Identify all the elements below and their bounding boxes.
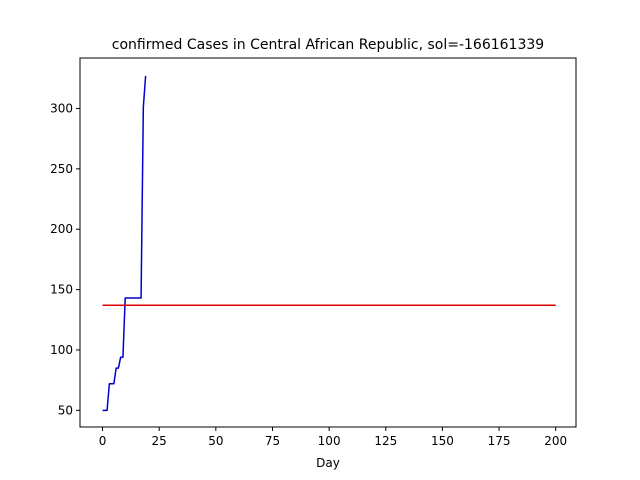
x-tick-label: 100 [318,434,341,448]
series-line-1 [102,75,147,412]
y-tick-label: 300 [50,101,73,115]
y-tick-label: 200 [50,222,73,236]
x-axis-label: Day [316,456,340,470]
x-tick-label: 75 [265,434,280,448]
x-tick-label: 125 [374,434,397,448]
plot-frame [79,57,577,428]
y-tick-label: 250 [50,162,73,176]
x-tick-label: 175 [488,434,511,448]
x-tick-label: 200 [544,434,567,448]
y-axis: 50 100 150 200 250 300 [50,101,80,417]
x-tick-label: 0 [99,434,107,448]
y-tick-label: 150 [50,283,73,297]
x-axis: 0 25 50 75 100 125 150 175 200 [99,427,567,448]
chart-title: confirmed Cases in Central African Repub… [112,37,544,53]
plot-lines [102,75,556,412]
x-tick-label: 150 [431,434,454,448]
x-tick-label: 50 [208,434,223,448]
y-tick-label: 50 [58,403,73,417]
y-tick-label: 100 [50,343,73,357]
x-tick-label: 25 [152,434,167,448]
